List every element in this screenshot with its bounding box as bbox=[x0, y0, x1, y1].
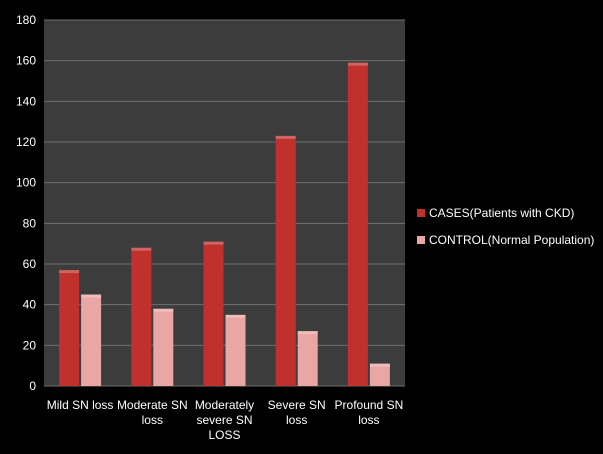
y-tick-label: 20 bbox=[23, 338, 37, 352]
bar-control bbox=[225, 314, 246, 386]
plot-area bbox=[44, 20, 405, 386]
bar-control bbox=[81, 294, 102, 386]
gridlines bbox=[44, 19, 405, 387]
bar-highlight bbox=[203, 241, 224, 245]
bar-cases bbox=[59, 270, 80, 386]
y-tick-label: 80 bbox=[23, 216, 37, 230]
bar-cases bbox=[275, 135, 296, 386]
bar-control bbox=[369, 363, 390, 386]
bar-control bbox=[153, 308, 174, 386]
x-category-label: Profound SN loss bbox=[335, 398, 404, 427]
legend-swatch bbox=[417, 209, 425, 217]
bars bbox=[59, 62, 390, 386]
x-category-label: Mild SN loss bbox=[47, 398, 114, 412]
y-tick-label: 120 bbox=[16, 135, 36, 149]
bar-highlight bbox=[275, 135, 296, 139]
bar-cases bbox=[347, 62, 368, 386]
y-tick-label: 100 bbox=[16, 176, 36, 190]
x-category-label: Moderately severe SN LOSS bbox=[195, 398, 254, 442]
legend-label: CASES(Patients with CKD) bbox=[429, 206, 574, 220]
legend-label: CONTROL(Normal Population) bbox=[429, 233, 594, 247]
bar-highlight bbox=[81, 294, 102, 298]
y-axis-ticks: 0 20 40 60 80 100 120 140 160 180 bbox=[16, 13, 36, 393]
bar-highlight bbox=[225, 314, 246, 318]
bar-highlight bbox=[59, 270, 80, 274]
bar-highlight bbox=[153, 308, 174, 312]
y-tick-label: 40 bbox=[23, 298, 37, 312]
y-tick-label: 140 bbox=[16, 94, 36, 108]
bar-highlight bbox=[297, 331, 318, 335]
bar-cases bbox=[131, 247, 152, 386]
bar-control bbox=[297, 331, 318, 386]
y-tick-label: 60 bbox=[23, 257, 37, 271]
bar-highlight bbox=[131, 247, 152, 251]
x-category-label: Moderate SN loss bbox=[117, 398, 188, 427]
y-tick-label: 0 bbox=[29, 379, 36, 393]
x-category-label: Severe SN loss bbox=[268, 398, 326, 427]
y-tick-label: 180 bbox=[16, 13, 36, 27]
bar-highlight bbox=[347, 62, 368, 66]
legend: CASES(Patients with CKD) CONTROL(Normal P… bbox=[417, 206, 594, 247]
legend-swatch bbox=[417, 236, 425, 244]
y-tick-label: 160 bbox=[16, 54, 36, 68]
bar-highlight bbox=[369, 363, 390, 367]
bar-cases bbox=[203, 241, 224, 386]
